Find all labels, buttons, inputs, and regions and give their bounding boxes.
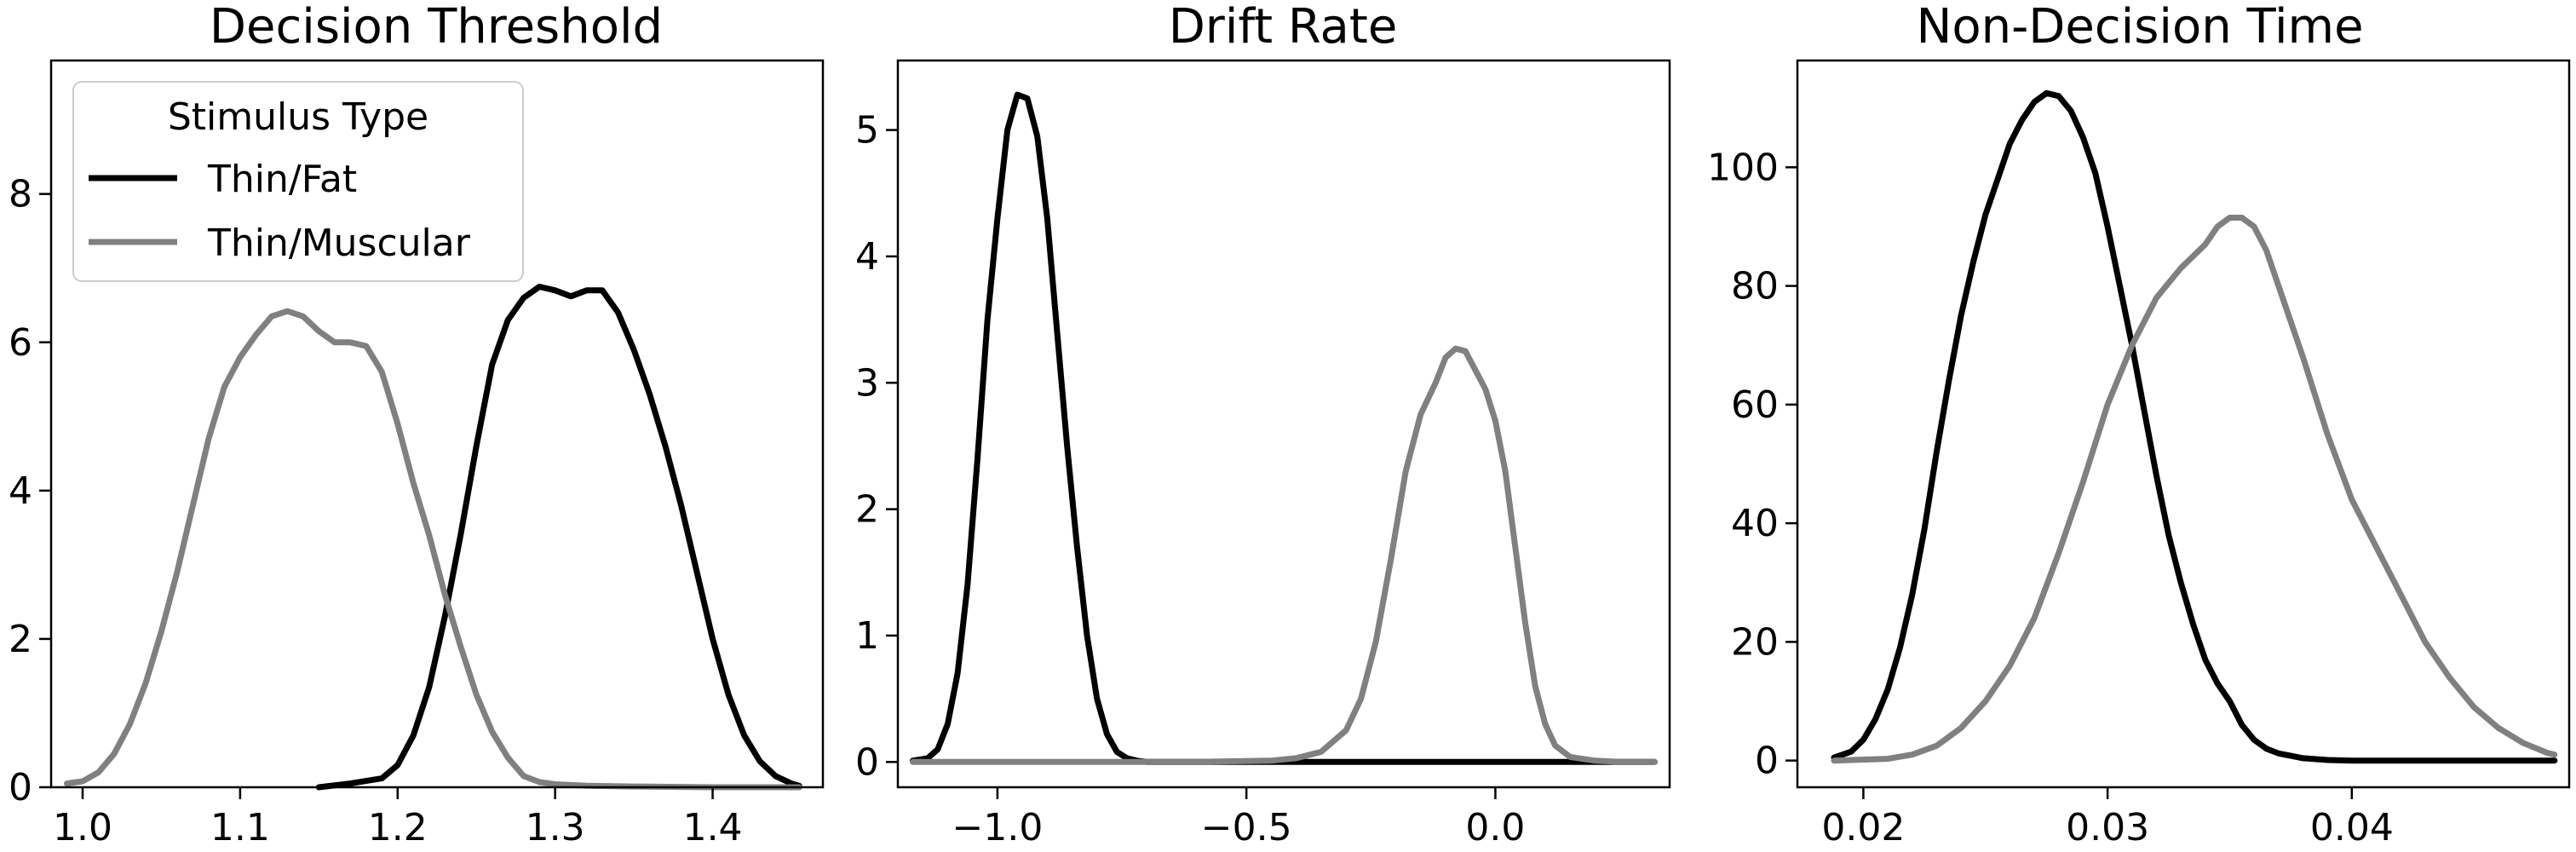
x-tick-label: 1.0 (53, 806, 112, 849)
decision-threshold-panel: Decision Threshold 1.0 1.1 1.2 1.3 1.4 0 2 4 6 8… (9, 0, 825, 849)
panel-title: Drift Rate (1169, 0, 1398, 55)
series-line-thin-fat (1831, 89, 2558, 764)
y-tick-label: 4 (9, 469, 32, 513)
x-tick-label: 1.3 (526, 806, 585, 849)
x-tick-label: 0.0 (1465, 806, 1525, 849)
legend-label-thin-muscular: Thin/Muscular (207, 222, 471, 265)
y-tick-label: 4 (855, 235, 879, 279)
y-tick-label: 0 (1755, 740, 1779, 783)
y-tick-label: 60 (1731, 383, 1779, 427)
panel-title: Decision Threshold (210, 0, 663, 55)
x-tick-label: 1.1 (210, 806, 270, 849)
y-tick-label: 3 (855, 361, 879, 405)
non-decision-time-panel: Non-Decision Time 0.02 0.03 0.04 0 20 40 60 80… (1707, 0, 2571, 849)
series-line-thin-muscular (1831, 215, 2558, 764)
y-tick-label: 2 (855, 488, 879, 532)
x-tick-label: 1.2 (368, 806, 428, 849)
y-tick-label: 0 (855, 740, 879, 784)
x-tick-label: 0.04 (2310, 806, 2394, 849)
x-tick-label: 0.03 (2066, 806, 2149, 849)
y-tick-label: 1 (855, 614, 879, 658)
y-tick-label: 8 (9, 173, 32, 216)
plot-frame (49, 59, 825, 789)
drift-rate-panel: Drift Rate −1.0 −0.5 0.0 0 1 2 3 4 5 (855, 0, 1671, 849)
series-line-thin-muscular (64, 308, 802, 791)
y-tick-label: 20 (1731, 620, 1779, 664)
legend-box (72, 81, 524, 282)
x-tick-label: −0.5 (1201, 806, 1292, 849)
legend: Stimulus Type Thin/Fat Thin/Muscular (72, 81, 524, 282)
panel-title: Non-Decision Time (1916, 0, 2363, 55)
x-tick-label: 1.4 (683, 806, 743, 849)
y-tick-label: 6 (9, 321, 32, 365)
y-tick-label: 100 (1707, 146, 1779, 189)
legend-title: Stimulus Type (168, 95, 428, 139)
series-line-thin-muscular (910, 345, 1658, 765)
y-tick-label: 5 (855, 109, 879, 153)
y-tick-label: 80 (1731, 265, 1779, 308)
x-tick-label: −1.0 (952, 806, 1043, 849)
y-tick-label: 2 (9, 618, 32, 661)
plot-frame (1796, 59, 2571, 789)
x-tick-label: 0.02 (1821, 806, 1905, 849)
plot-frame (896, 59, 1671, 789)
legend-label-thin-fat: Thin/Fat (207, 158, 357, 201)
series-line-thin-fat (315, 284, 802, 791)
series-line-thin-fat (910, 91, 1658, 765)
y-tick-label: 40 (1731, 502, 1779, 545)
y-tick-label: 0 (9, 766, 32, 809)
